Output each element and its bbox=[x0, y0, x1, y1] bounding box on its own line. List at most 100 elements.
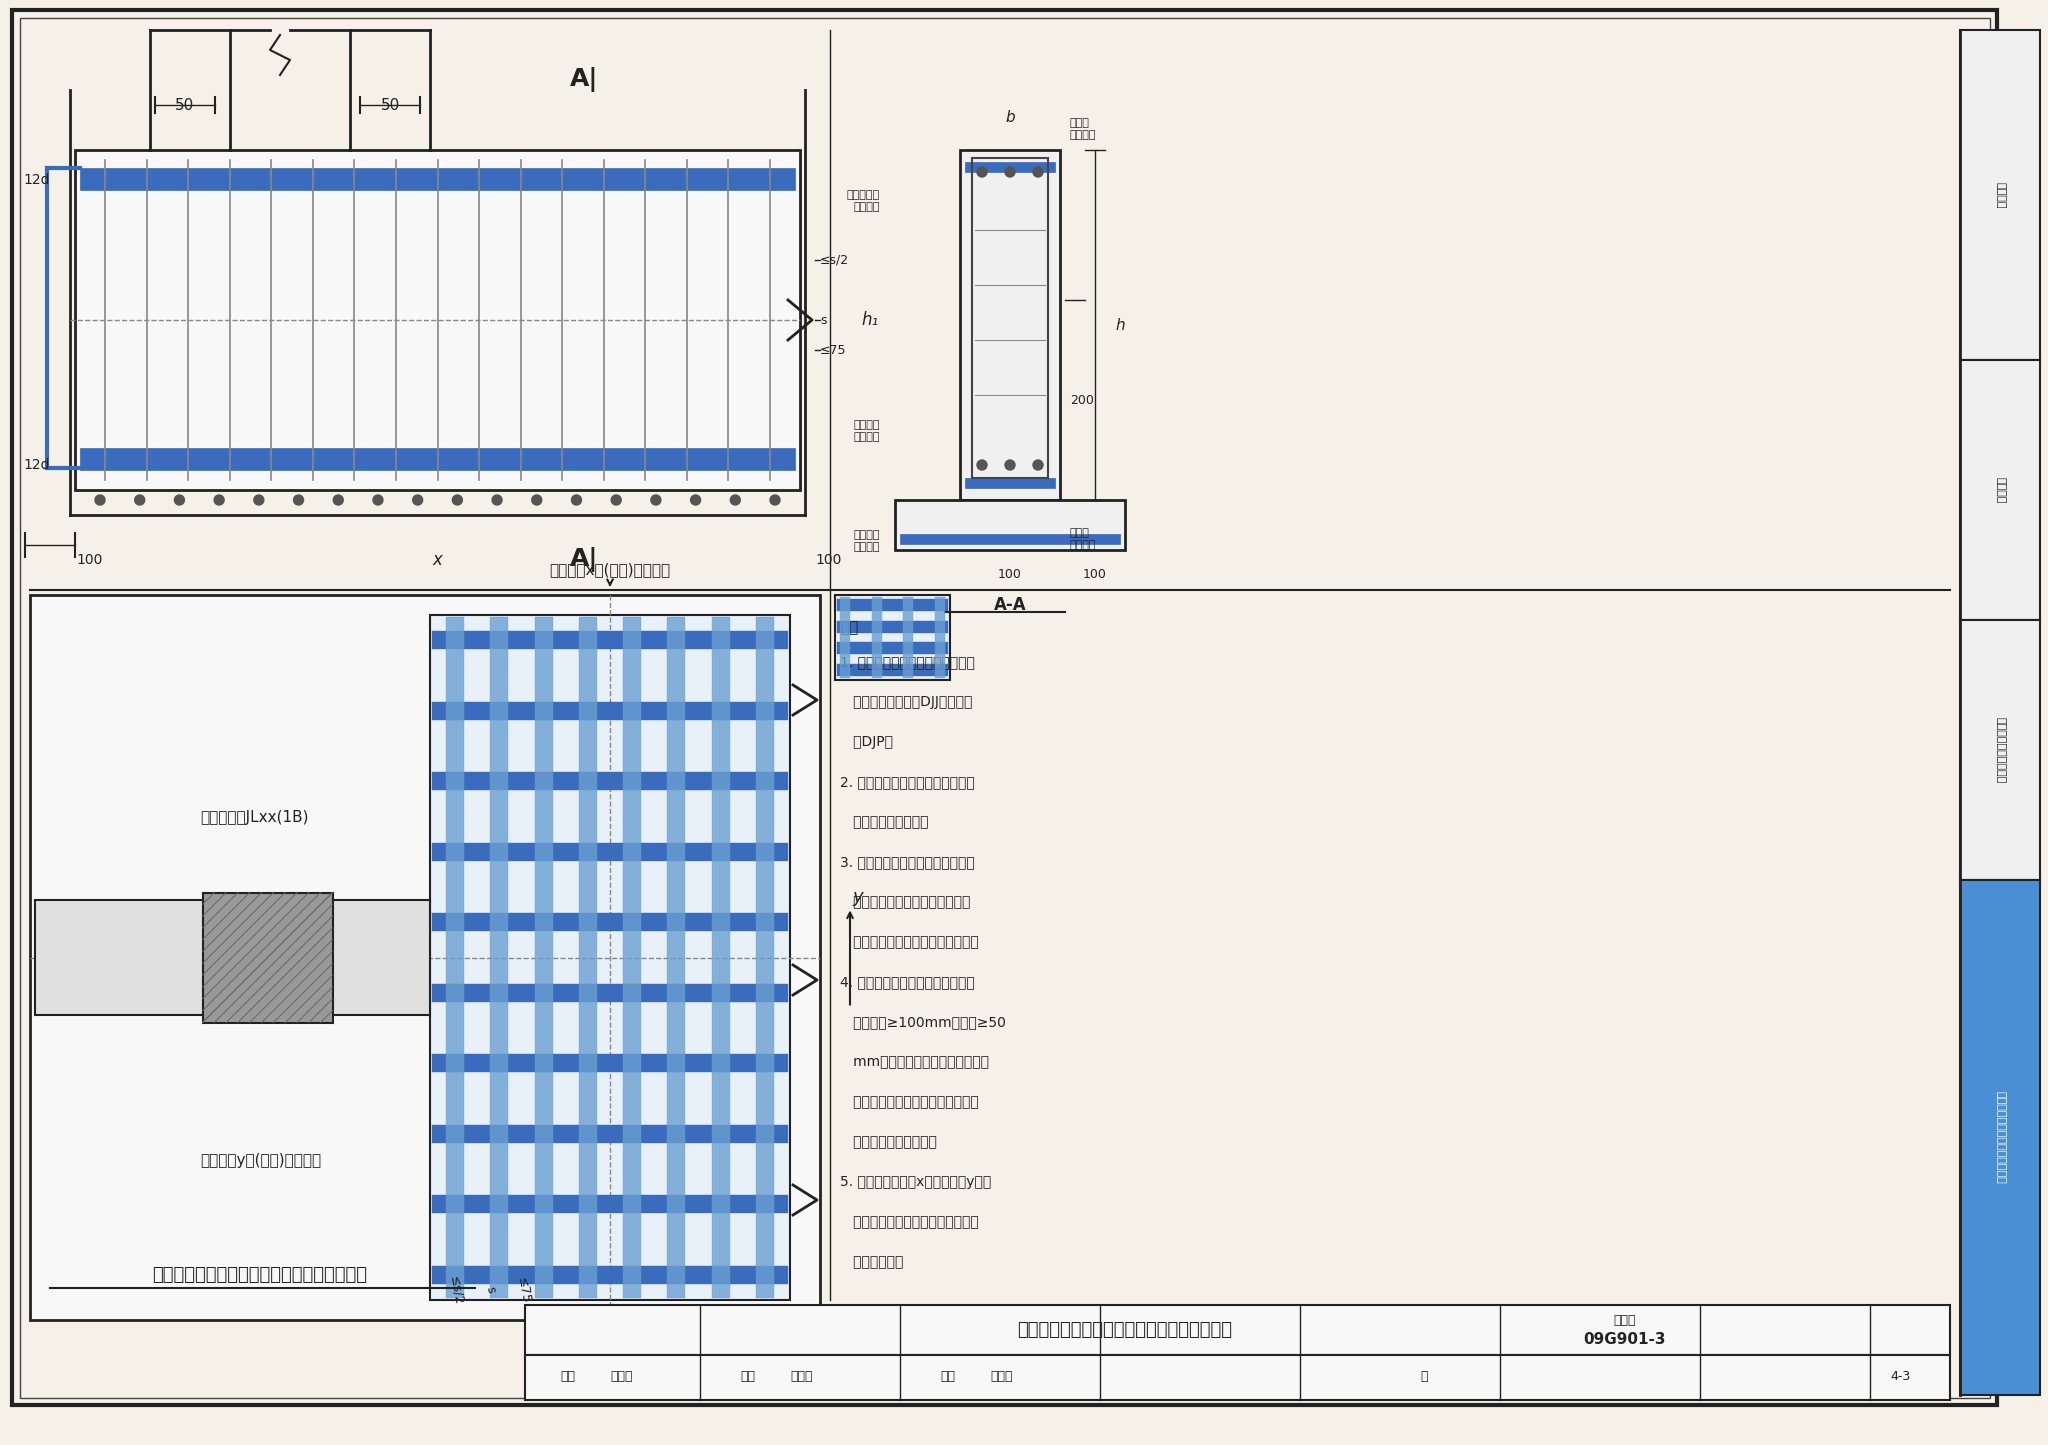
Bar bbox=[965, 162, 1055, 172]
Bar bbox=[489, 617, 508, 1298]
Bar bbox=[432, 913, 788, 931]
Text: 200: 200 bbox=[1069, 393, 1094, 406]
Text: 设置在基础梁纵筋之下，与基础: 设置在基础梁纵筋之下，与基础 bbox=[840, 894, 971, 909]
Bar bbox=[1960, 880, 2040, 1394]
Text: 1. 双柱普通独立基础底板的截面形: 1. 双柱普通独立基础底板的截面形 bbox=[840, 655, 975, 669]
Bar bbox=[756, 617, 774, 1298]
Text: y: y bbox=[852, 889, 864, 906]
Bar bbox=[80, 448, 795, 470]
Text: h: h bbox=[1114, 318, 1124, 332]
Bar bbox=[965, 478, 1055, 488]
Text: 校对: 校对 bbox=[739, 1370, 756, 1383]
Text: 09G901-3: 09G901-3 bbox=[1583, 1332, 1667, 1348]
Text: 3. 双柱独立基础底部短向受力钢筋: 3. 双柱独立基础底部短向受力钢筋 bbox=[840, 855, 975, 868]
Bar bbox=[840, 597, 850, 678]
Text: 设计: 设计 bbox=[940, 1370, 954, 1383]
Text: 筏形基础: 筏形基础 bbox=[1995, 477, 2005, 503]
Bar bbox=[80, 168, 795, 189]
Circle shape bbox=[1006, 460, 1016, 470]
Text: 基础梁
顶部纵筋: 基础梁 顶部纵筋 bbox=[1069, 118, 1096, 140]
Bar bbox=[76, 150, 801, 490]
Bar bbox=[432, 1055, 788, 1072]
Bar bbox=[838, 665, 948, 676]
Circle shape bbox=[293, 496, 303, 504]
Text: 小于柱宽时，应按本图集中的构造: 小于柱宽时，应按本图集中的构造 bbox=[840, 1095, 979, 1108]
Circle shape bbox=[453, 496, 463, 504]
Text: 100: 100 bbox=[78, 553, 102, 566]
Circle shape bbox=[492, 496, 502, 504]
Bar bbox=[961, 150, 1061, 500]
Bar bbox=[973, 158, 1049, 478]
Circle shape bbox=[412, 496, 422, 504]
Bar bbox=[31, 595, 819, 1319]
Text: s: s bbox=[819, 314, 827, 327]
Text: 独立基础、条形基础、桩基承台: 独立基础、条形基础、桩基承台 bbox=[1995, 1091, 2005, 1183]
Text: ≤75: ≤75 bbox=[514, 1276, 532, 1305]
Bar bbox=[432, 772, 788, 790]
Text: 50: 50 bbox=[176, 97, 195, 113]
Bar bbox=[432, 1124, 788, 1143]
Circle shape bbox=[1032, 168, 1042, 176]
Text: 箱形基础及地下室结构: 箱形基础及地下室结构 bbox=[1995, 717, 2005, 783]
Bar bbox=[432, 842, 788, 861]
Text: 基础底板
短向配筋: 基础底板 短向配筋 bbox=[854, 530, 881, 552]
Text: 王怀元: 王怀元 bbox=[989, 1370, 1012, 1383]
Bar bbox=[203, 893, 332, 1023]
Bar bbox=[446, 617, 465, 1298]
Bar bbox=[524, 1305, 1950, 1355]
Text: 和相关的构造规定。: 和相关的构造规定。 bbox=[840, 815, 928, 829]
Bar bbox=[1960, 30, 2040, 360]
Bar bbox=[432, 984, 788, 1001]
Text: 宜比柱宽≥100mm（每边≥50: 宜比柱宽≥100mm（每边≥50 bbox=[840, 1014, 1006, 1029]
Bar bbox=[836, 595, 950, 681]
Text: 基础底部x向(长向)分布钢筋: 基础底部x向(长向)分布钢筋 bbox=[549, 562, 670, 578]
Text: A|: A| bbox=[569, 548, 598, 572]
Bar bbox=[35, 900, 430, 1014]
Bar bbox=[432, 702, 788, 720]
Bar bbox=[838, 600, 948, 611]
Text: 图集号: 图集号 bbox=[1614, 1314, 1636, 1327]
Text: 设置基础梁的双柱普通独立基础钢筋排布构造: 设置基础梁的双柱普通独立基础钢筋排布构造 bbox=[152, 1266, 367, 1285]
Text: 基础箍筋及
侧面纵筋: 基础箍筋及 侧面纵筋 bbox=[848, 189, 881, 211]
Text: 100: 100 bbox=[997, 568, 1022, 581]
Text: 基础底板
长向配筋: 基础底板 长向配筋 bbox=[854, 420, 881, 442]
Text: 50: 50 bbox=[381, 97, 399, 113]
Bar bbox=[668, 617, 686, 1298]
Circle shape bbox=[731, 496, 739, 504]
Bar bbox=[899, 535, 1120, 543]
Text: 5. 规定图面水平为x向，竖向为y向。: 5. 规定图面水平为x向，竖向为y向。 bbox=[840, 1175, 991, 1189]
Bar bbox=[936, 597, 944, 678]
Bar bbox=[895, 500, 1124, 551]
Bar bbox=[432, 631, 788, 649]
Circle shape bbox=[373, 496, 383, 504]
Circle shape bbox=[977, 168, 987, 176]
Text: 100: 100 bbox=[815, 553, 842, 566]
Circle shape bbox=[174, 496, 184, 504]
Circle shape bbox=[334, 496, 344, 504]
Bar bbox=[903, 597, 913, 678]
Circle shape bbox=[215, 496, 223, 504]
Bar bbox=[430, 616, 791, 1300]
Bar bbox=[1960, 620, 2040, 880]
Text: 面DJP。: 面DJP。 bbox=[840, 736, 893, 749]
Bar bbox=[713, 617, 729, 1298]
Circle shape bbox=[770, 496, 780, 504]
Text: s: s bbox=[483, 1286, 498, 1295]
Text: x: x bbox=[432, 551, 442, 569]
Text: A-A: A-A bbox=[993, 595, 1026, 614]
Bar bbox=[432, 1195, 788, 1214]
Text: ≤75: ≤75 bbox=[819, 344, 846, 357]
Text: mm）。当具体设计的基础梁宽度: mm）。当具体设计的基础梁宽度 bbox=[840, 1055, 989, 1069]
Text: 体工程设计。: 体工程设计。 bbox=[840, 1256, 903, 1269]
Circle shape bbox=[1032, 460, 1042, 470]
Circle shape bbox=[94, 496, 104, 504]
Text: ≤s/2: ≤s/2 bbox=[819, 253, 850, 266]
Circle shape bbox=[571, 496, 582, 504]
Text: 审核: 审核 bbox=[559, 1370, 575, 1383]
Text: h₁: h₁ bbox=[862, 311, 879, 329]
Bar bbox=[623, 617, 641, 1298]
Text: 单跨基础梁JLxx(1B): 单跨基础梁JLxx(1B) bbox=[201, 811, 309, 825]
Circle shape bbox=[610, 496, 621, 504]
Text: 梁箍筋的下水平段位于同一层面。: 梁箍筋的下水平段位于同一层面。 bbox=[840, 935, 979, 949]
Text: 双柱独立基础的长向为何向详见具: 双柱独立基础的长向为何向详见具 bbox=[840, 1215, 979, 1230]
